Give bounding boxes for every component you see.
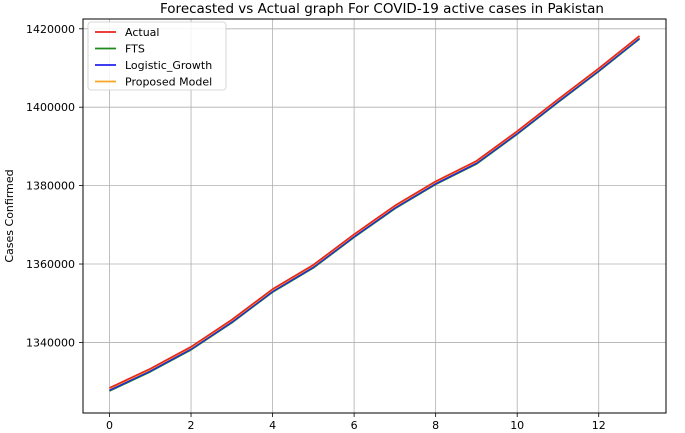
y-tick-label: 1380000 [26,180,75,193]
y-tick-label: 1420000 [26,23,75,36]
chart-title: Forecasted vs Actual graph For COVID-19 … [160,1,604,17]
legend-label: Logistic_Growth [125,59,212,72]
x-tick-label: 4 [269,419,276,432]
y-tick-label: 1340000 [26,336,75,349]
x-tick-label: 8 [432,419,439,432]
x-tick-label: 10 [510,419,524,432]
y-axis-label: Cases Confirmed [3,169,16,262]
series-line-actual [109,35,640,389]
y-tick-label: 1360000 [26,258,75,271]
legend-label: FTS [125,43,145,56]
x-tick-label: 2 [188,419,195,432]
series-lines [109,35,640,392]
plot-area-frame [82,18,667,414]
x-tick-label: 0 [106,419,113,432]
x-tick-label: 12 [592,419,606,432]
axis-ticks: 0 2 4 6 8 10 12 1340000 1360000 1380000 1400000 142… [26,23,606,432]
series-line-fts [109,38,640,392]
legend: Actual FTS Logistic_Growth Proposed Model [87,21,227,91]
series-line-logistic-growth [109,37,640,391]
legend-label: Actual [125,26,159,39]
x-tick-label: 6 [351,419,358,432]
legend-box [87,21,227,91]
legend-label: Proposed Model [125,76,212,89]
y-tick-label: 1400000 [26,101,75,114]
